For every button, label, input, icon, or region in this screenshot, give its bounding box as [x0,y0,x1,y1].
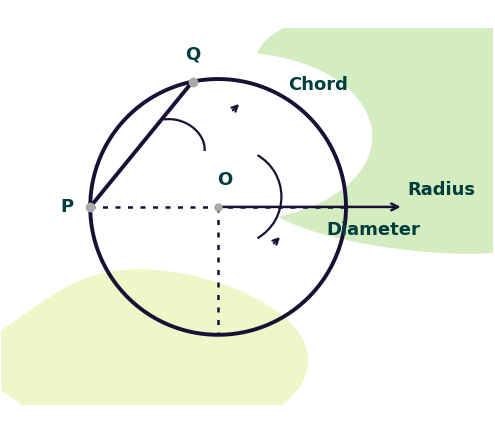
Text: Q: Q [185,45,200,64]
Text: Radius: Radius [407,181,475,199]
Text: Diameter: Diameter [327,221,421,239]
Polygon shape [0,270,307,433]
Text: P: P [60,198,74,216]
Text: O: O [217,171,232,189]
Polygon shape [307,290,495,405]
Polygon shape [254,0,495,253]
Text: Chord: Chord [289,76,348,94]
Polygon shape [103,53,372,220]
